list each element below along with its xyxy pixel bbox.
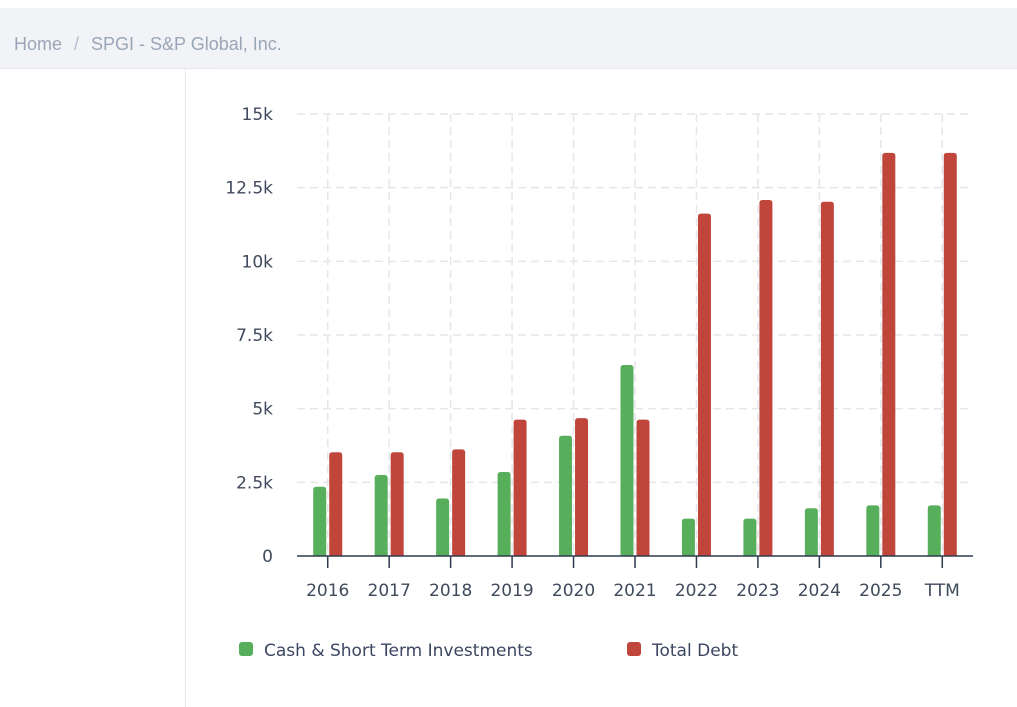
breadcrumb: Home / SPGI - S&P Global, Inc.	[14, 34, 282, 55]
bar-cash-short-term-investments	[681, 518, 695, 556]
legend-label: Total Debt	[651, 641, 738, 661]
x-axis: 2016 2017 2018 2019 2020 2021 2022 2023 2024 2025…	[297, 555, 973, 601]
x-tick-label: 2025	[859, 581, 902, 601]
bar-cash-short-term-investments	[866, 505, 880, 556]
x-tick-label: 2017	[368, 581, 411, 601]
bar-total-debt	[943, 152, 957, 556]
y-tick-label: 0	[262, 547, 273, 567]
bar-total-debt	[697, 213, 711, 556]
breadcrumb-current: SPGI - S&P Global, Inc.	[91, 34, 282, 54]
content-top-border	[216, 68, 1017, 69]
bar-total-debt	[820, 201, 834, 556]
x-tick-label: 2022	[675, 581, 718, 601]
chart-legend: Cash & Short Term Investments Total Debt	[239, 641, 738, 661]
y-tick-label: 7.5k	[236, 326, 273, 346]
x-tick-label: 2021	[613, 581, 656, 601]
y-tick-label: 2.5k	[236, 473, 273, 493]
y-tick-label: 15k	[242, 105, 274, 125]
bar-total-debt	[636, 419, 650, 556]
bar-cash-short-term-investments	[804, 508, 818, 556]
y-axis: 0 2.5k 5k 7.5k 10k 12.5k 15k	[225, 105, 273, 567]
bar-total-debt	[452, 449, 466, 556]
x-tick-label: TTM	[924, 581, 960, 601]
bar-cash-short-term-investments	[559, 435, 573, 556]
chart-grid	[297, 113, 973, 556]
bar-cash-short-term-investments	[927, 505, 941, 556]
x-tick-label: 2016	[306, 581, 349, 601]
legend-label: Cash & Short Term Investments	[264, 641, 533, 661]
breadcrumb-home-link[interactable]: Home	[14, 34, 63, 54]
legend-swatch	[627, 642, 641, 656]
top-bar: Home / SPGI - S&P Global, Inc.	[0, 8, 1017, 69]
x-tick-label: 2018	[429, 581, 472, 601]
y-tick-label: 10k	[242, 252, 274, 272]
x-tick-label: 2020	[552, 581, 595, 601]
x-tick-label: 2024	[798, 581, 841, 601]
breadcrumb-separator: /	[74, 34, 80, 54]
bar-total-debt	[759, 200, 773, 556]
x-tick-label: 2019	[490, 581, 533, 601]
sidebar-divider	[185, 69, 186, 707]
bar-cash-short-term-investments	[497, 472, 511, 556]
y-tick-label: 12.5k	[225, 179, 273, 199]
legend-swatch	[239, 642, 253, 656]
x-tick-label: 2023	[736, 581, 779, 601]
y-tick-label: 5k	[252, 400, 273, 420]
bar-total-debt	[575, 418, 589, 556]
bar-cash-short-term-investments	[620, 365, 634, 556]
bar-cash-short-term-investments	[374, 474, 388, 556]
bar-total-debt	[882, 152, 896, 556]
bar-cash-short-term-investments	[313, 486, 327, 556]
bar-cash-short-term-investments	[743, 518, 757, 556]
bar-total-debt	[513, 419, 527, 556]
bar-total-debt	[329, 452, 343, 556]
bar-cash-short-term-investments	[436, 498, 450, 556]
chart-bars	[313, 152, 957, 556]
bar-total-debt	[390, 452, 404, 556]
